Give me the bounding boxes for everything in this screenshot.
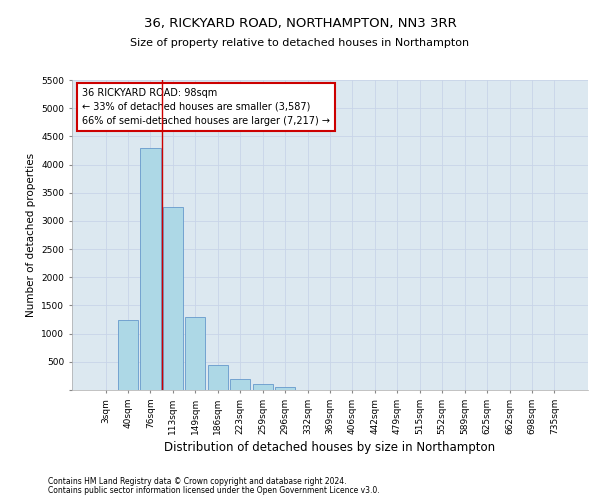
Bar <box>185 316 205 390</box>
Bar <box>275 386 295 390</box>
Bar <box>208 364 228 390</box>
Y-axis label: Number of detached properties: Number of detached properties <box>26 153 36 317</box>
X-axis label: Distribution of detached houses by size in Northampton: Distribution of detached houses by size … <box>164 441 496 454</box>
Bar <box>118 320 138 390</box>
Text: Contains HM Land Registry data © Crown copyright and database right 2024.: Contains HM Land Registry data © Crown c… <box>48 477 347 486</box>
Bar <box>163 207 183 390</box>
Text: Size of property relative to detached houses in Northampton: Size of property relative to detached ho… <box>130 38 470 48</box>
Bar <box>253 384 273 390</box>
Text: Contains public sector information licensed under the Open Government Licence v3: Contains public sector information licen… <box>48 486 380 495</box>
Text: 36 RICKYARD ROAD: 98sqm
← 33% of detached houses are smaller (3,587)
66% of semi: 36 RICKYARD ROAD: 98sqm ← 33% of detache… <box>82 88 331 126</box>
Text: 36, RICKYARD ROAD, NORTHAMPTON, NN3 3RR: 36, RICKYARD ROAD, NORTHAMPTON, NN3 3RR <box>143 18 457 30</box>
Bar <box>230 378 250 390</box>
Bar <box>140 148 161 390</box>
